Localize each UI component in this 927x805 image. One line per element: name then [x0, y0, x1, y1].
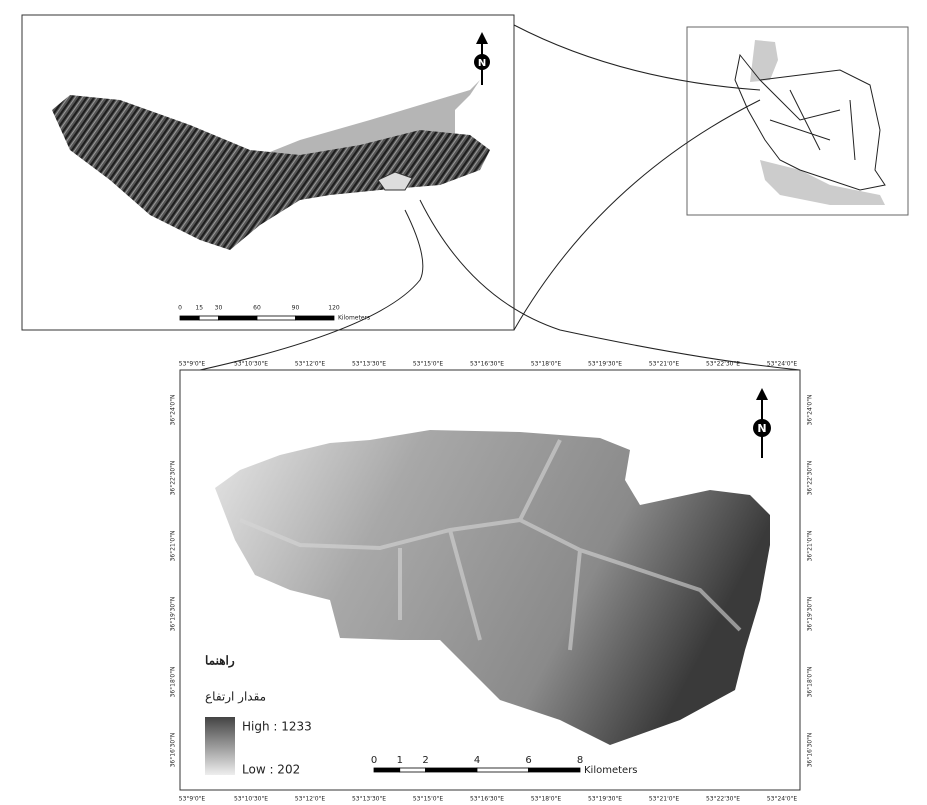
legend-title: راهنما: [205, 654, 235, 669]
lon-label: 53°13'30"E: [352, 361, 386, 368]
legend-low: Low : 202: [242, 763, 300, 777]
lon-label: 53°15'0"E: [413, 796, 443, 803]
lon-label: 53°21'0"E: [649, 361, 679, 368]
north-label: N: [478, 58, 486, 69]
lon-label: 53°16'30"E: [470, 796, 504, 803]
lon-label: 53°12'0"E: [295, 361, 325, 368]
lon-label: 53°16'30"E: [470, 361, 504, 368]
legend-subtitle: مقدار ارتفاع: [205, 690, 266, 704]
lon-label: 53°19'30"E: [588, 796, 622, 803]
lat-label: 36°18'0"N: [170, 667, 177, 698]
lon-label: 53°9'0"E: [179, 361, 206, 368]
lat-label: 36°21'0"N: [170, 531, 177, 562]
lat-label: 36°16'30"N: [170, 733, 177, 768]
lon-label: 53°15'0"E: [413, 361, 443, 368]
scale-label: 6: [525, 755, 531, 766]
lon-label: 53°22'30"E: [706, 361, 740, 368]
lon-label: 53°10'30"E: [234, 796, 268, 803]
lat-label: 36°19'30"N: [807, 597, 814, 632]
scale-label: 15: [195, 305, 203, 312]
scale-label: 0: [371, 755, 377, 766]
scale-label: 1: [397, 755, 403, 766]
lat-label: 36°22'30"N: [170, 461, 177, 496]
lon-label: 53°19'30"E: [588, 361, 622, 368]
scale-label: 4: [474, 755, 480, 766]
legend-ramp: [205, 717, 235, 775]
lon-label: 53°13'30"E: [352, 796, 386, 803]
lat-label: 36°22'30"N: [807, 461, 814, 496]
scale-label: 2: [422, 755, 428, 766]
lat-label: 36°21'0"N: [807, 531, 814, 562]
lon-label: 53°24'0"E: [767, 796, 797, 803]
scale-segment: [477, 768, 529, 772]
north-label: N: [757, 422, 766, 435]
lon-label: 53°24'0"E: [767, 361, 797, 368]
scale-segment: [257, 316, 296, 320]
scale-segment: [426, 768, 478, 772]
lat-label: 36°24'0"N: [170, 395, 177, 426]
lon-label: 53°21'0"E: [649, 796, 679, 803]
lon-label: 53°18'0"E: [531, 361, 561, 368]
lat-label: 36°19'30"N: [170, 597, 177, 632]
scale-label: 0: [178, 305, 182, 312]
scale-label: 90: [292, 305, 300, 312]
lon-label: 53°10'30"E: [234, 361, 268, 368]
scale-label: 8: [577, 755, 583, 766]
scale-segment: [529, 768, 581, 772]
legend-high: High : 1233: [242, 720, 312, 734]
scale-segment: [374, 768, 400, 772]
scale-segment: [400, 768, 426, 772]
lon-label: 53°18'0"E: [531, 796, 561, 803]
lat-label: 36°24'0"N: [807, 395, 814, 426]
scale-label: 120: [328, 305, 340, 312]
scale-unit: Kilometers: [584, 765, 638, 776]
lon-label: 53°12'0"E: [295, 796, 325, 803]
lat-label: 36°18'0"N: [807, 667, 814, 698]
scale-label: 30: [215, 305, 223, 312]
figure: N 015306090120Kilometers N راهنما مقدار …: [0, 0, 927, 805]
lon-label: 53°22'30"E: [706, 796, 740, 803]
scale-segment: [180, 316, 199, 320]
scale-segment: [199, 316, 218, 320]
scale-segment: [296, 316, 335, 320]
scale-segment: [219, 316, 258, 320]
scale-label: 60: [253, 305, 261, 312]
lat-label: 36°16'30"N: [807, 733, 814, 768]
lon-label: 53°9'0"E: [179, 796, 206, 803]
